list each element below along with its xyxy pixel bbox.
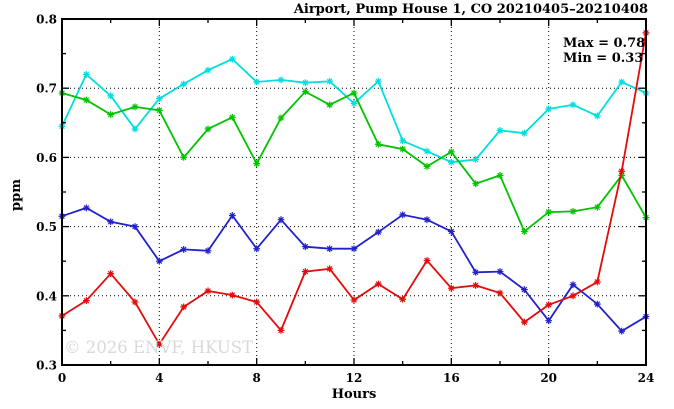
series-cyan-line xyxy=(61,58,647,164)
y-tick-label: 0.7 xyxy=(36,82,57,96)
x-tick-label: 20 xyxy=(540,371,557,385)
series-green-line xyxy=(61,90,647,233)
series-blue-markers xyxy=(58,204,650,335)
x-tick-label: 12 xyxy=(346,371,363,385)
y-tick-label: 0.5 xyxy=(36,220,57,234)
series-blue xyxy=(58,204,650,335)
x-tick-label: 24 xyxy=(638,371,655,385)
watermark: © 2026 ENVF, HKUST xyxy=(64,338,253,357)
y-tick-label: 0.8 xyxy=(36,13,57,27)
y-tick-label: 0.4 xyxy=(36,289,57,303)
data-series xyxy=(58,29,650,348)
series-cyan-markers xyxy=(58,55,650,166)
series-green xyxy=(58,88,650,235)
y-axis-label: ppm xyxy=(9,179,24,211)
x-tick-label: 8 xyxy=(252,371,260,385)
plot-frame xyxy=(61,18,647,366)
series-green-markers xyxy=(58,88,650,235)
x-axis-label: Hours xyxy=(332,387,377,402)
x-tick-label: 4 xyxy=(155,371,163,385)
min-annotation: Min = 0.33 xyxy=(563,51,643,66)
x-tick-label: 0 xyxy=(58,371,66,385)
series-red xyxy=(58,29,650,348)
max-annotation: Max = 0.78 xyxy=(563,36,645,51)
chart-title: Airport, Pump House 1, CO 20210405–20210… xyxy=(293,2,648,17)
axis-tick-labels: 0 4 8 12 16 20 24 0.3 0.4 0.5 0.6 0.7 0.8 xyxy=(36,13,654,386)
series-cyan xyxy=(58,55,650,166)
gridlines xyxy=(62,19,646,365)
y-tick-label: 0.3 xyxy=(36,359,57,373)
x-tick-label: 16 xyxy=(443,371,460,385)
y-tick-label: 0.6 xyxy=(36,151,57,165)
